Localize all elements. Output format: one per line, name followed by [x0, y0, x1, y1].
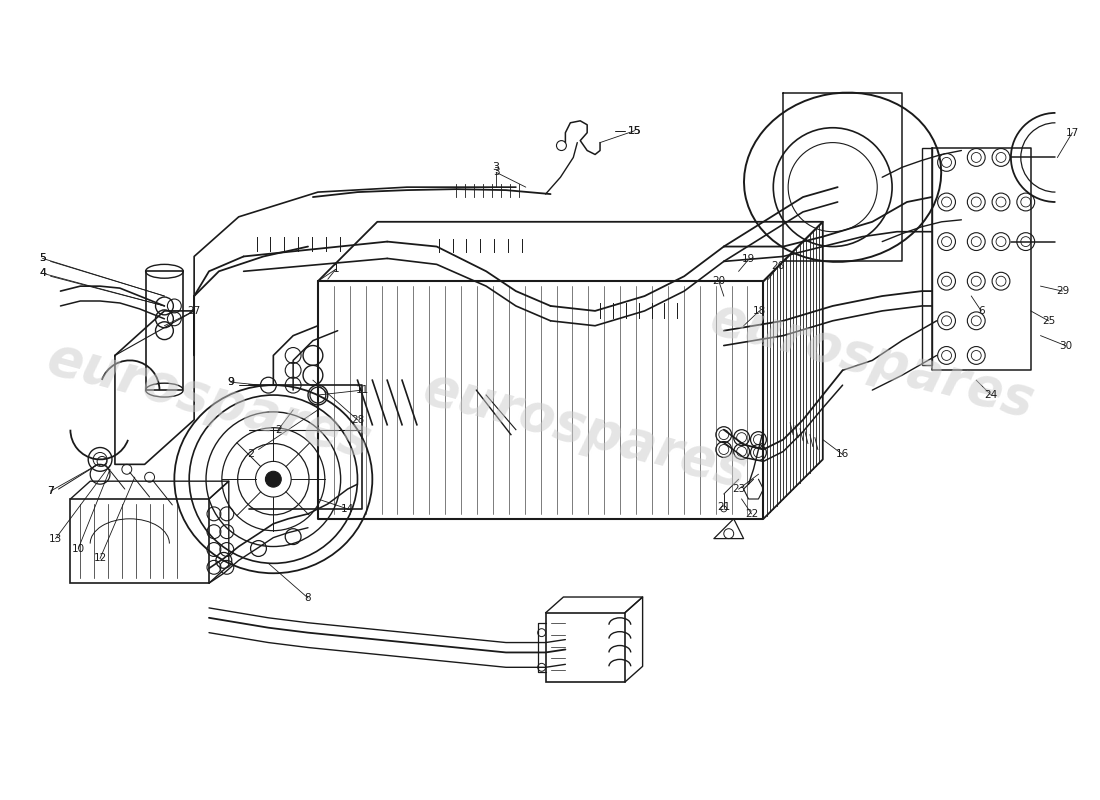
Text: 24: 24: [984, 390, 998, 400]
Text: 11: 11: [355, 385, 370, 395]
Text: 5: 5: [40, 254, 46, 263]
Bar: [922, 147, 932, 366]
Text: 4: 4: [40, 268, 46, 278]
Text: 13: 13: [48, 534, 63, 544]
Text: eurospares: eurospares: [418, 362, 752, 498]
Text: 9: 9: [228, 377, 234, 387]
Circle shape: [265, 471, 282, 487]
Text: 3: 3: [493, 167, 499, 178]
Text: eurospares: eurospares: [705, 292, 1040, 429]
Text: 6: 6: [978, 306, 984, 316]
Bar: [145, 271, 184, 390]
Text: 28: 28: [351, 415, 364, 425]
Text: 22: 22: [745, 509, 758, 519]
Text: 25: 25: [1042, 316, 1055, 326]
Bar: [546, 613, 625, 682]
Text: 10: 10: [72, 543, 85, 554]
Text: 16: 16: [836, 450, 849, 459]
Text: 14: 14: [341, 504, 354, 514]
Text: 26: 26: [771, 262, 785, 271]
Text: 9: 9: [228, 377, 234, 387]
Text: 30: 30: [1059, 341, 1071, 350]
Text: 21: 21: [717, 502, 730, 512]
Text: 20: 20: [713, 276, 725, 286]
Text: 1: 1: [332, 264, 339, 274]
Text: eurospares: eurospares: [42, 332, 376, 468]
Text: 17: 17: [1066, 128, 1079, 138]
Text: 3: 3: [493, 162, 499, 172]
Text: 15: 15: [628, 126, 641, 136]
Text: 4: 4: [40, 268, 46, 278]
Text: 19: 19: [741, 254, 756, 265]
Text: 29: 29: [1056, 286, 1069, 296]
Text: 2: 2: [248, 450, 254, 459]
Text: 23: 23: [732, 484, 746, 494]
Text: 5: 5: [40, 254, 46, 263]
Text: 18: 18: [752, 306, 766, 316]
Text: 15: 15: [628, 126, 641, 136]
Text: 7: 7: [47, 486, 54, 496]
Text: 12: 12: [94, 554, 107, 563]
Text: 8: 8: [305, 593, 311, 603]
Text: 2: 2: [275, 425, 282, 434]
Bar: [70, 499, 209, 583]
Text: 7: 7: [47, 486, 54, 496]
Text: 27: 27: [187, 306, 201, 316]
